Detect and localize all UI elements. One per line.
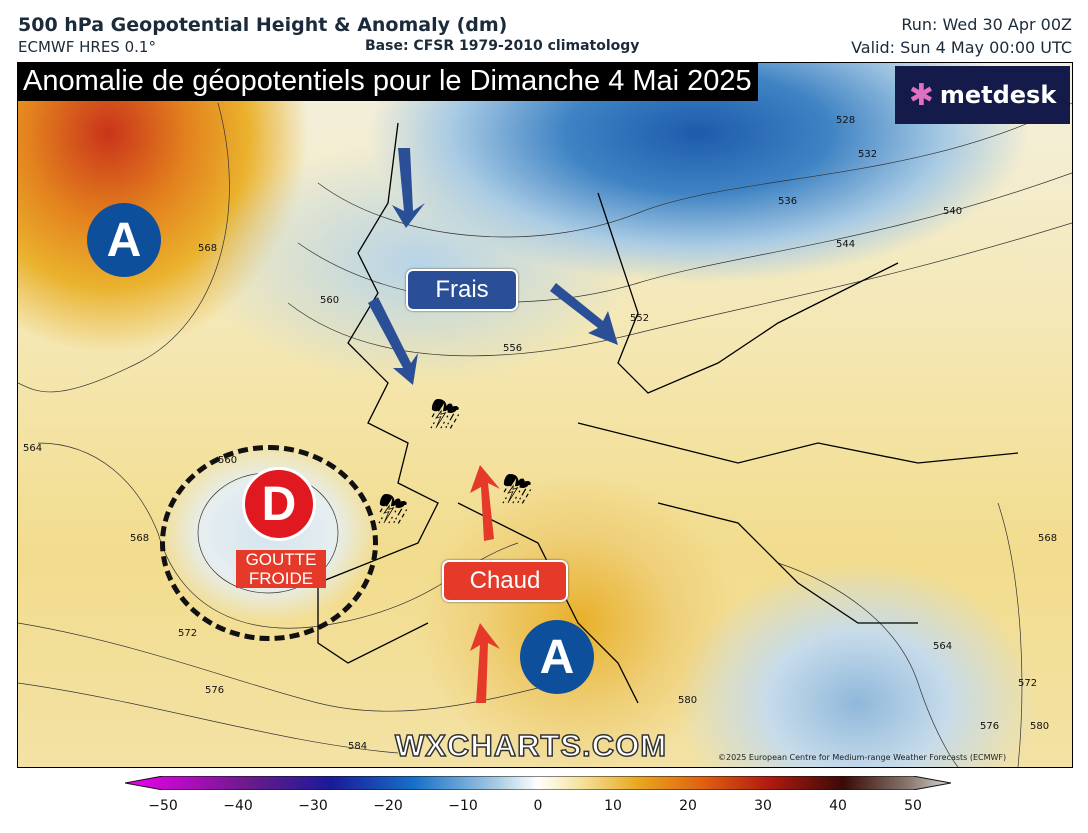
thunderstorm-sun-icon: ⛈ xyxy=(430,392,461,436)
contours xyxy=(18,102,1072,767)
contour-label: 528 xyxy=(836,115,856,126)
colorbar-tick-label: −20 xyxy=(373,798,403,814)
contour-label: 568 xyxy=(198,243,218,254)
contour-label: 556 xyxy=(503,343,523,354)
contour-label: 552 xyxy=(630,313,650,324)
contour-label: 572 xyxy=(1018,678,1038,689)
contour-label: 564 xyxy=(23,443,43,454)
contour-label: 576 xyxy=(205,685,225,696)
colorbar-tick-label: 10 xyxy=(604,798,622,814)
cutoff-low-label-line: GOUTTE xyxy=(245,550,317,569)
contour-label: 580 xyxy=(678,695,698,706)
contour-label: 584 xyxy=(348,741,368,752)
colorbar-tick-label: −40 xyxy=(223,798,253,814)
thunderstorm-sun-icon: ⛈ xyxy=(502,467,533,511)
asterisk-icon: ✱ xyxy=(908,77,934,113)
watermark: WXCHARTS.COM xyxy=(394,727,668,764)
map-banner: Anomalie de géopotentiels pour le Dimanc… xyxy=(17,63,758,101)
valid-time: Valid: Sun 4 May 00:00 UTC xyxy=(851,38,1072,57)
colorbar-tick-label: 40 xyxy=(829,798,847,814)
colorbar-tick-label: 50 xyxy=(904,798,922,814)
colorbar xyxy=(125,776,951,790)
cutoff-low-label: GOUTTE FROIDE xyxy=(236,550,326,588)
thunderstorm-sun-icon: ⛈ xyxy=(378,487,409,531)
cutoff-low-outline xyxy=(160,445,378,641)
cutoff-low-label-line: FROIDE xyxy=(248,569,314,588)
low-pressure: D xyxy=(242,467,316,541)
contour-label: 572 xyxy=(178,628,198,639)
logo-text: metdesk xyxy=(939,81,1057,109)
metdesk-logo: ✱ metdesk xyxy=(895,66,1070,124)
contour-label: 536 xyxy=(778,196,798,207)
climatology-base: Base: CFSR 1979-2010 climatology xyxy=(365,38,640,54)
contour-label: 540 xyxy=(943,206,963,217)
high-pressure-mediterranean: A xyxy=(520,620,594,694)
colorbar-tick-label: 30 xyxy=(754,798,772,814)
colorbar-tick-label: −50 xyxy=(148,798,178,814)
colorbar-tick-label: −30 xyxy=(298,798,328,814)
copyright: ©2025 European Centre for Medium-range W… xyxy=(718,753,1007,762)
contour-label: 532 xyxy=(858,149,878,160)
run-time: Run: Wed 30 Apr 00Z xyxy=(901,15,1072,34)
cool-label: Frais xyxy=(406,269,518,311)
contour-label: 580 xyxy=(1030,721,1050,732)
contour-label: 568 xyxy=(130,533,150,544)
colorbar-tick-label: −10 xyxy=(448,798,478,814)
chart-title: 500 hPa Geopotential Height & Anomaly (d… xyxy=(18,14,508,36)
high-pressure-atlantic: A xyxy=(87,203,161,277)
model-name: ECMWF HRES 0.1° xyxy=(18,38,156,56)
contour-label: 568 xyxy=(1038,533,1058,544)
contour-label: 576 xyxy=(980,721,1000,732)
contour-label: 564 xyxy=(933,641,953,652)
colorbar-tick-label: 20 xyxy=(679,798,697,814)
warm-label: Chaud xyxy=(442,560,568,602)
contour-label: 560 xyxy=(320,295,340,306)
colorbar-tick-label: 0 xyxy=(533,798,543,814)
contour-label: 544 xyxy=(836,239,856,250)
